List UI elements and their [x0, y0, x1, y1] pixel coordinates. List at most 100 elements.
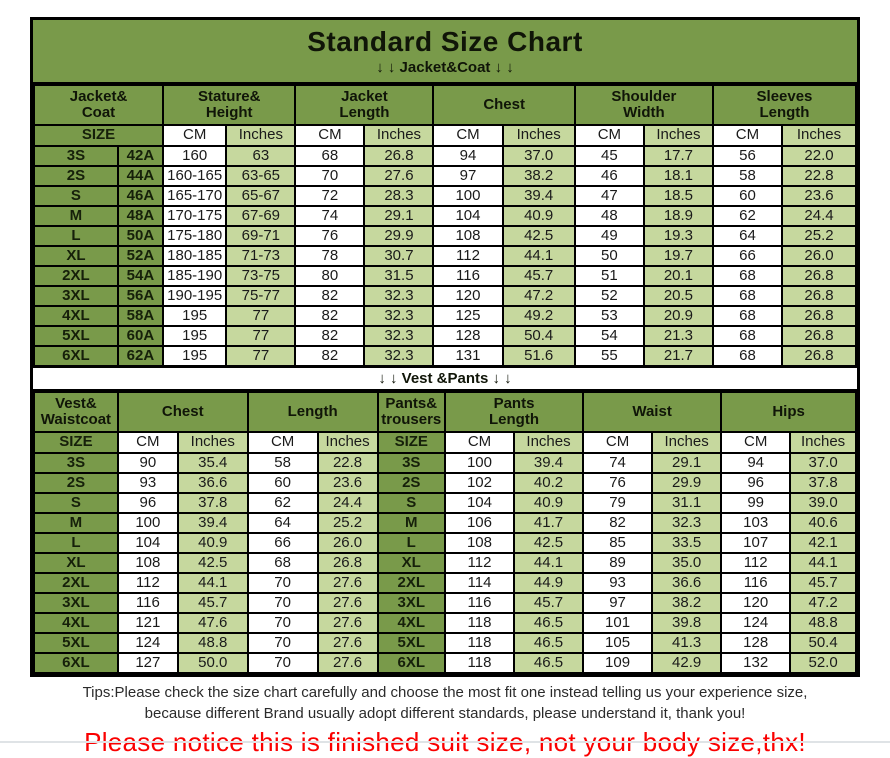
value-cell: 68: [294, 145, 366, 167]
value-cell: 51.6: [501, 345, 576, 367]
value-cell: 50.4: [501, 325, 576, 347]
table-row: XL 108 42.5 68 26.8 XL 112 44.1 89 35.0 112 44.1: [33, 552, 857, 574]
value-cell: 79: [582, 492, 654, 514]
size-cell: S: [33, 492, 119, 514]
subheader-cm: CM: [582, 431, 654, 454]
value-cell: 26.0: [780, 245, 858, 267]
value-cell: 112: [443, 552, 516, 574]
value-cell: 44.9: [512, 572, 585, 594]
value-cell: 93: [582, 572, 654, 594]
value-cell: 24.4: [780, 205, 858, 227]
value-cell: 96: [720, 472, 792, 494]
value-cell: 27.6: [316, 592, 379, 614]
value-cell: 132: [720, 652, 792, 674]
value-cell: 18.5: [642, 185, 714, 207]
value-cell: 27.6: [363, 165, 435, 187]
value-cell: 24.4: [316, 492, 379, 514]
value-cell: 116: [720, 572, 792, 594]
value-cell: 90: [116, 452, 179, 474]
value-cell: 170-175: [162, 205, 228, 227]
table-row: S 96 37.8 62 24.4 S 104 40.9 79 31.1 99 39.0: [33, 492, 857, 514]
value-cell: 185-190: [162, 265, 228, 287]
subheader-cm: CM: [432, 124, 504, 147]
value-cell: 47.2: [501, 285, 576, 307]
value-cell: 70: [246, 592, 319, 614]
value-cell: 32.3: [363, 285, 435, 307]
value-cell: 18.1: [642, 165, 714, 187]
value-cell: 26.0: [316, 532, 379, 554]
value-cell: 20.1: [642, 265, 714, 287]
page-title: Standard Size Chart: [307, 26, 583, 57]
value-cell: 47: [573, 185, 645, 207]
value-cell: 20.5: [642, 285, 714, 307]
size-cell: S: [33, 185, 119, 207]
value-cell: 78: [294, 245, 366, 267]
value-cell: 46.5: [512, 612, 585, 634]
value-cell: 74: [582, 452, 654, 474]
value-cell: 60: [711, 185, 783, 207]
value-cell: 89: [582, 552, 654, 574]
value-cell: 38.2: [651, 592, 723, 614]
value-cell: 52: [573, 285, 645, 307]
value-cell: 26.8: [780, 285, 858, 307]
value-cell: 80: [294, 265, 366, 287]
table-row: 2XL 112 44.1 70 27.6 2XL 114 44.9 93 36.6 116 45.7: [33, 572, 857, 594]
value-cell: 30.7: [363, 245, 435, 267]
value-cell: 85: [582, 532, 654, 554]
value-cell: 114: [443, 572, 516, 594]
value-cell: 190-195: [162, 285, 228, 307]
size-cell: 3XL: [376, 592, 446, 614]
value-cell: 37.0: [789, 452, 857, 474]
value-cell: 45.7: [789, 572, 857, 594]
size-cell: 2XL: [33, 572, 119, 594]
value-cell: 45.7: [512, 592, 585, 614]
value-cell: 18.9: [642, 205, 714, 227]
value-cell: 120: [432, 285, 504, 307]
vest-pants-table-body: 3S 90 35.4 58 22.8 3S 100 39.4 74 29.1 94 37.0 2S 93 3…: [33, 452, 857, 674]
value-cell: 29.1: [651, 452, 723, 474]
value-cell: 77: [225, 305, 297, 327]
value-cell: 128: [432, 325, 504, 347]
value-cell: 68: [711, 265, 783, 287]
value-cell: 74: [294, 205, 366, 227]
value-cell: 40.6: [789, 512, 857, 534]
subheader-inches: Inches: [780, 124, 858, 147]
value-cell: 29.9: [363, 225, 435, 247]
table-row: 4XL 58A 195 77 82 32.3 125 49.2 53 20.9 68 26.8: [33, 305, 858, 327]
size-cell: 56A: [116, 285, 165, 307]
value-cell: 118: [443, 612, 516, 634]
value-cell: 53: [573, 305, 645, 327]
value-cell: 101: [582, 612, 654, 634]
value-cell: 70: [246, 632, 319, 654]
value-cell: 22.8: [316, 452, 379, 474]
value-cell: 63: [225, 145, 297, 167]
size-cell: 4XL: [376, 612, 446, 634]
group-header-pants-length: Pants Length: [443, 391, 585, 433]
group-header-vest-waistcoat: Vest& Waistcoat: [33, 391, 119, 433]
size-cell: 3XL: [33, 285, 119, 307]
value-cell: 31.1: [651, 492, 723, 514]
value-cell: 19.7: [642, 245, 714, 267]
value-cell: 112: [432, 245, 504, 267]
size-cell: 5XL: [33, 325, 119, 347]
value-cell: 40.2: [512, 472, 585, 494]
size-cell: 50A: [116, 225, 165, 247]
table-row: 5XL 60A 195 77 82 32.3 128 50.4 54 21.3 68 26.8: [33, 325, 858, 347]
value-cell: 73-75: [225, 265, 297, 287]
value-cell: 195: [162, 345, 228, 367]
table-row: M 100 39.4 64 25.2 M 106 41.7 82 32.3 103 40.6: [33, 512, 857, 534]
table-row: 6XL 127 50.0 70 27.6 6XL 118 46.5 109 42.9 132 52.0: [33, 652, 857, 674]
size-cell: 3S: [33, 452, 119, 474]
value-cell: 82: [294, 345, 366, 367]
size-chart: Standard Size Chart ↓ ↓ Jacket&Coat ↓ ↓ …: [30, 17, 860, 677]
value-cell: 39.4: [501, 185, 576, 207]
vest-pants-table: Vest& Waistcoat Chest Length Pants& trou…: [33, 391, 857, 674]
value-cell: 70: [246, 572, 319, 594]
group-header-hips: Hips: [720, 391, 857, 433]
value-cell: 82: [582, 512, 654, 534]
value-cell: 44.1: [501, 245, 576, 267]
value-cell: 46: [573, 165, 645, 187]
value-cell: 72: [294, 185, 366, 207]
size-cell: 6XL: [33, 652, 119, 674]
value-cell: 32.3: [651, 512, 723, 534]
